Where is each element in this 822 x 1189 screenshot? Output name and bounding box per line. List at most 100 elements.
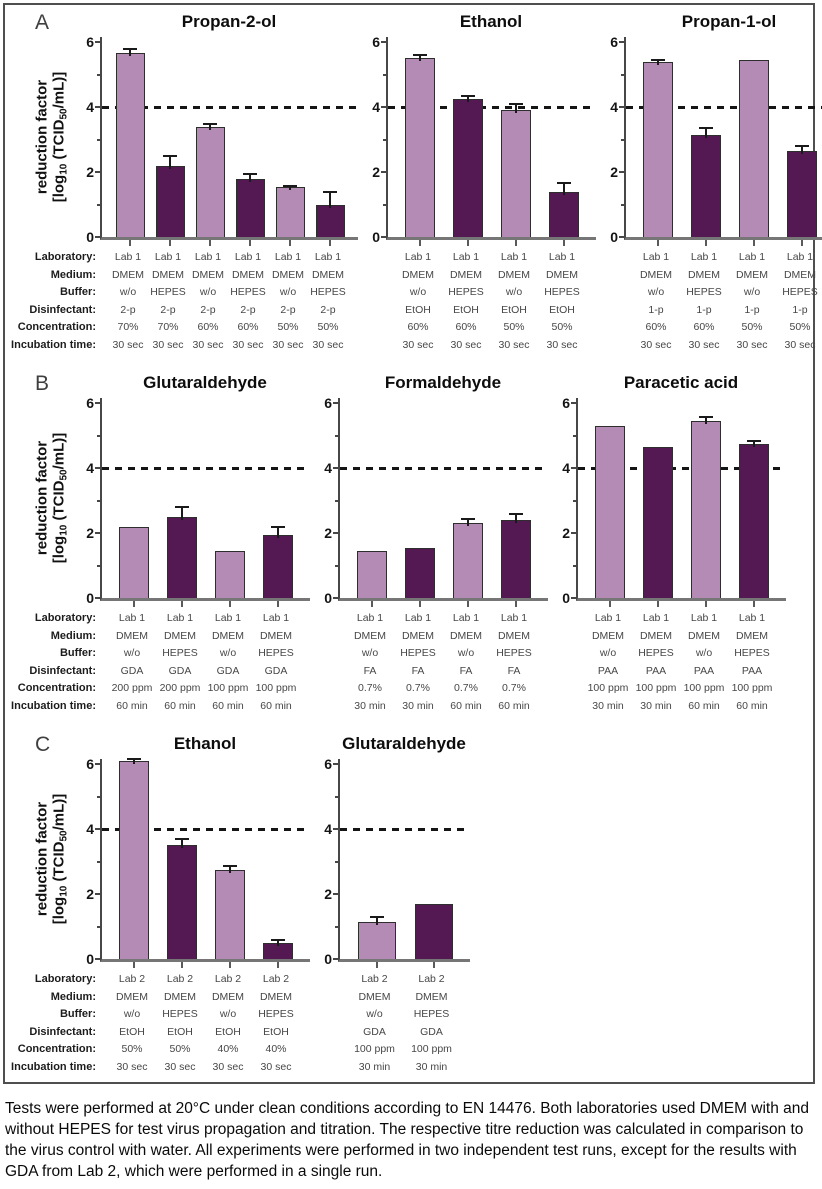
- condition-value: Lab 1: [166, 612, 194, 624]
- condition-table-row: 30 sec 30 sec 30 sec 30 sec: [386, 337, 596, 355]
- error-bar-cap: [747, 440, 761, 443]
- y-axis-major-tick: [95, 828, 101, 830]
- condition-value: 2-p: [200, 303, 216, 316]
- condition-value: FA: [507, 664, 521, 677]
- bar: [739, 59, 769, 237]
- y-axis-minor-tick: [335, 564, 339, 567]
- condition-table-row: FA FA FA FA: [338, 663, 548, 681]
- condition-value: GDA: [363, 1025, 386, 1038]
- condition-value: PAA: [645, 664, 667, 677]
- chart-glutaraldehyde: Glutaraldehyde 0 2 4 6 Lab 2 Lab 2 DMEM DMEM w/o H…: [324, 733, 470, 1076]
- error-bar-stem: [169, 155, 171, 169]
- chart-paracetic-acid: Paracetic acid 0 2 4 6 Lab 1 Lab 1 Lab 1 Lab 1 DM…: [562, 372, 786, 715]
- condition-table-row: 60 min 60 min 60 min 60 min: [100, 698, 310, 716]
- error-bar-cap: [175, 506, 189, 508]
- condition-value: 50%: [317, 321, 339, 333]
- condition-value: 60%: [645, 321, 667, 333]
- error-bar-cap: [323, 191, 337, 194]
- error-bar-stem: [329, 192, 331, 208]
- condition-value: Lab 1: [262, 612, 290, 624]
- condition-value: HEPES: [150, 286, 186, 298]
- condition-value: EtOH: [119, 1025, 145, 1038]
- condition-value: 50%: [169, 1043, 191, 1055]
- condition-value: 30 sec: [312, 338, 344, 351]
- condition-value: Lab 1: [690, 612, 718, 624]
- y-axis-title-line2: [log10 (TCID50/mL)]: [50, 794, 72, 925]
- condition-value: 200 ppm: [111, 682, 153, 694]
- error-bar-cap: [557, 181, 571, 184]
- condition-table-row: w/o HEPES: [338, 1006, 470, 1024]
- condition-table-row: GDA GDA GDA GDA: [100, 663, 310, 681]
- y-axis-title: reduction factor [log10 (TCID50/mL)]: [33, 72, 72, 203]
- y-axis-minor-tick: [573, 499, 577, 502]
- x-axis-tick: [467, 601, 469, 607]
- condition-table-row: 100 ppm 100 ppm: [338, 1041, 470, 1059]
- condition-table-row: w/o HEPES w/o HEPES w/o HEPES: [100, 284, 358, 302]
- chart-title: Propan-2-ol: [181, 12, 277, 31]
- y-axis-tick-label: 6: [610, 34, 618, 50]
- condition-value: DMEM: [783, 268, 817, 281]
- y-axis-minor-tick: [97, 499, 101, 502]
- error-bar-stem: [133, 759, 135, 764]
- y-axis-title-subscript: 50: [58, 108, 69, 120]
- condition-value: HEPES: [230, 286, 266, 298]
- x-axis-tick: [419, 601, 421, 607]
- y-axis-tick-label: 4: [86, 460, 94, 476]
- y-axis-title-subscript: 50: [58, 830, 69, 842]
- condition-table-row: Lab 1 Lab 1 Lab 1 Lab 1: [576, 610, 786, 628]
- y-axis-tick-label: 2: [610, 164, 618, 180]
- condition-value: Lab 2: [166, 973, 194, 985]
- x-axis-tick: [375, 962, 378, 968]
- y-axis-tick-label: 4: [562, 460, 570, 476]
- y-axis-tick-label: 0: [324, 590, 332, 606]
- condition-value: 1-p: [648, 303, 664, 316]
- condition-value: 0.7%: [358, 682, 382, 694]
- error-bar-cap: [795, 145, 809, 147]
- x-axis-tick: [169, 240, 171, 246]
- bar: [691, 134, 721, 237]
- condition-value: GDA: [264, 664, 288, 677]
- y-axis-major-tick: [95, 467, 101, 469]
- condition-value: HEPES: [258, 1008, 294, 1020]
- y-axis-title: reduction factor [log10 (TCID50/mL)]: [33, 794, 72, 925]
- error-bar-stem: [209, 123, 211, 130]
- condition-value: w/o: [361, 647, 379, 659]
- y-axis-title-text: [log: [50, 174, 67, 203]
- condition-table-row: DMEM DMEM DMEM DMEM: [100, 989, 310, 1007]
- y-axis-minor-tick: [621, 203, 625, 206]
- condition-value: GDA: [420, 1025, 443, 1038]
- bar: [643, 61, 673, 237]
- y-axis-tick-label: 0: [610, 229, 618, 245]
- y-axis-minor-tick: [97, 434, 101, 437]
- condition-value: FA: [459, 664, 473, 677]
- bar: [315, 204, 345, 237]
- error-bar-cap: [699, 127, 713, 130]
- y-axis-tick-label: 0: [562, 590, 570, 606]
- condition-value: w/o: [599, 647, 617, 659]
- condition-value: EtOH: [405, 303, 431, 316]
- y-axis-tick-label: 6: [324, 756, 332, 772]
- condition-value: HEPES: [638, 647, 674, 659]
- error-bar-stem: [419, 55, 421, 62]
- y-axis-minor-tick: [97, 73, 101, 76]
- chart-formaldehyde: Formaldehyde 0 2 4 6 Lab 1 Lab 1 Lab 1 Lab 1 DMEM…: [324, 372, 548, 715]
- bar: [119, 527, 149, 598]
- condition-value: 30 sec: [498, 338, 530, 351]
- y-axis-major-tick: [95, 41, 101, 43]
- condition-row-label: Buffer:: [59, 647, 96, 659]
- condition-table-row: Lab 1 Lab 1 Lab 1 Lab 1: [624, 249, 822, 267]
- condition-value: 30 sec: [192, 338, 224, 351]
- y-axis-minor-tick: [383, 203, 387, 206]
- condition-value: 30 sec: [640, 338, 672, 351]
- condition-value: Lab 1: [404, 612, 432, 624]
- condition-table-row: GDA GDA: [338, 1024, 470, 1042]
- condition-value: 30 sec: [272, 338, 304, 351]
- bar: [549, 191, 579, 237]
- bar: [155, 165, 185, 237]
- x-axis-tick: [181, 962, 183, 968]
- y-axis-major-tick: [95, 236, 101, 238]
- condition-value: DMEM: [735, 629, 769, 642]
- x-axis-tick: [289, 240, 291, 246]
- condition-value: EtOH: [263, 1025, 289, 1038]
- y-axis-major-tick: [333, 402, 339, 404]
